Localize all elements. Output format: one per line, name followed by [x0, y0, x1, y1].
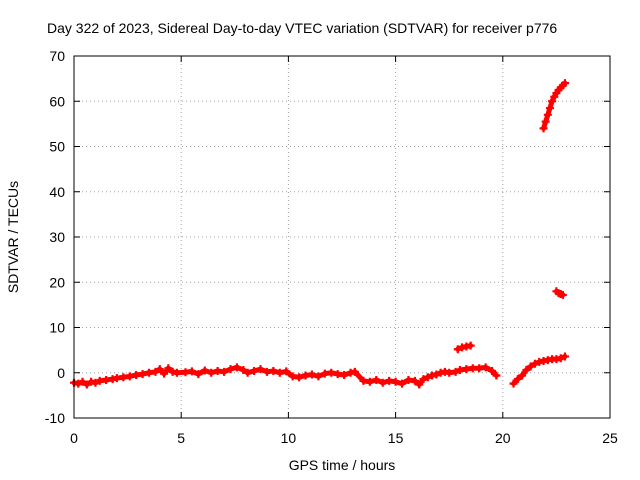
- data-band: [463, 343, 474, 350]
- x-tick-label: 10: [281, 430, 297, 446]
- ticks: 0 5 10 15 20 25 -10 0 10 20 30 40 50 60 70: [45, 48, 618, 446]
- y-tick-label: 40: [49, 184, 65, 200]
- data-band: [558, 291, 566, 298]
- y-tick-label: 0: [57, 365, 65, 381]
- data-band: [489, 368, 499, 378]
- x-tick-label: 0: [70, 430, 78, 446]
- grid: [74, 56, 610, 418]
- y-tick-label: 10: [49, 320, 65, 336]
- y-axis-label: SDTVAR / TECUs: [5, 181, 21, 293]
- x-axis-label: GPS time / hours: [289, 457, 396, 473]
- y-tick-label: 20: [49, 274, 65, 290]
- chart-title: Day 322 of 2023, Sidereal Day-to-day VTE…: [47, 20, 557, 36]
- y-tick-label: 60: [49, 93, 65, 109]
- x-tick-label: 15: [388, 430, 404, 446]
- data-band: [558, 353, 568, 361]
- x-tick-label: 25: [602, 430, 618, 446]
- y-tick-label: 50: [49, 139, 65, 155]
- x-tick-label: 5: [177, 430, 185, 446]
- y-tick-label: 70: [49, 48, 65, 64]
- x-tick-label: 20: [495, 430, 511, 446]
- data-band: [560, 80, 568, 88]
- y-tick-label: 30: [49, 229, 65, 245]
- y-tick-label: -10: [45, 410, 65, 426]
- data-points: [70, 79, 569, 389]
